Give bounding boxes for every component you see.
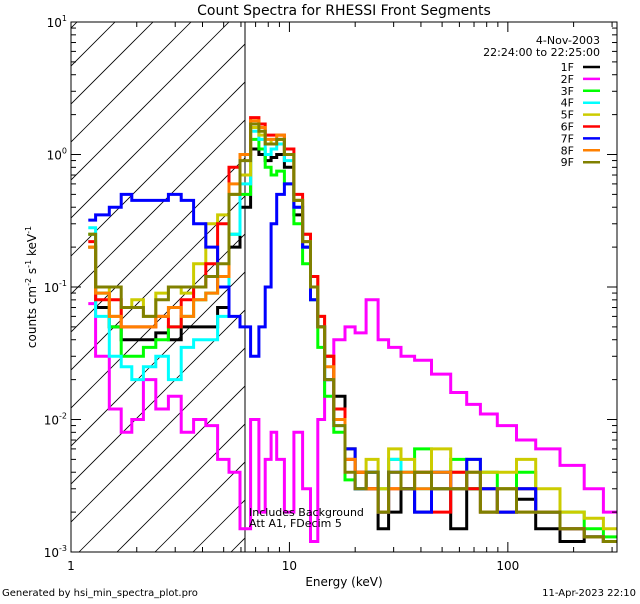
hatch-line — [78, 385, 245, 552]
y-tick-label: 101 — [47, 14, 67, 30]
hatch-line — [71, 43, 245, 219]
annotation-attenuator: Att A1, FDecim 5 — [249, 517, 342, 530]
legend-label-3F: 3F — [561, 85, 574, 98]
hatch-line — [116, 423, 245, 552]
hatch-line — [71, 22, 192, 143]
hatch-line — [71, 195, 245, 371]
hatch-line — [307, 0, 640, 552]
hatch-line — [71, 347, 245, 523]
y-label-exp: -1 — [24, 260, 33, 268]
chart-title: Count Spectra for RHESSI Front Segments — [197, 3, 491, 19]
legend-label-8F: 8F — [561, 144, 574, 157]
footer-generated-by: Generated by hsi_min_spectra_plot.pro — [2, 588, 198, 599]
series-line-9F — [88, 122, 617, 543]
x-axis-label: Energy (keV) — [305, 575, 382, 589]
y-label-exp: -2 — [24, 278, 33, 286]
y-label-part: keV — [25, 233, 39, 260]
hatch-line — [71, 309, 245, 485]
series-line-2F — [88, 298, 617, 543]
y-label-part: counts cm — [25, 286, 39, 348]
time-range-label: 22:24:00 to 22:25:00 — [483, 46, 600, 59]
y-label-exp: -1 — [24, 226, 33, 234]
hatched-region — [71, 0, 640, 552]
legend-label-7F: 7F — [561, 132, 574, 145]
hatch-line — [71, 157, 245, 333]
legend-label-9F: 9F — [561, 156, 574, 169]
y-tick-label: 100 — [47, 147, 67, 163]
y-label-part: s — [25, 268, 39, 278]
hatch-line — [71, 271, 245, 447]
hatch-line — [71, 22, 78, 29]
x-tick-label: 10 — [282, 559, 297, 573]
hatch-line — [230, 537, 245, 552]
y-tick-label: 10-3 — [44, 544, 67, 560]
legend-label-2F: 2F — [561, 73, 574, 86]
footer-timestamp: 11-Apr-2023 22:10 — [542, 588, 636, 599]
hatch-line — [71, 119, 245, 295]
legend-label-4F: 4F — [561, 97, 574, 110]
y-tick-label: 10-2 — [44, 412, 67, 428]
legend-label-1F: 1F — [561, 61, 574, 74]
x-tick-label: 1 — [67, 559, 75, 573]
hatch-line — [71, 22, 154, 105]
hatch-line — [71, 22, 230, 181]
legend-label-5F: 5F — [561, 109, 574, 122]
date-label: 4-Nov-2003 — [536, 34, 600, 47]
legend-label-6F: 6F — [561, 121, 574, 134]
annotation-background: Includes Background — [249, 506, 364, 519]
hatch-line — [71, 81, 245, 257]
y-tick-label: 10-1 — [44, 279, 67, 295]
y-axis-label: counts cm-2 s-1 keV-1 — [24, 226, 39, 348]
x-tick-label: 100 — [496, 559, 519, 573]
